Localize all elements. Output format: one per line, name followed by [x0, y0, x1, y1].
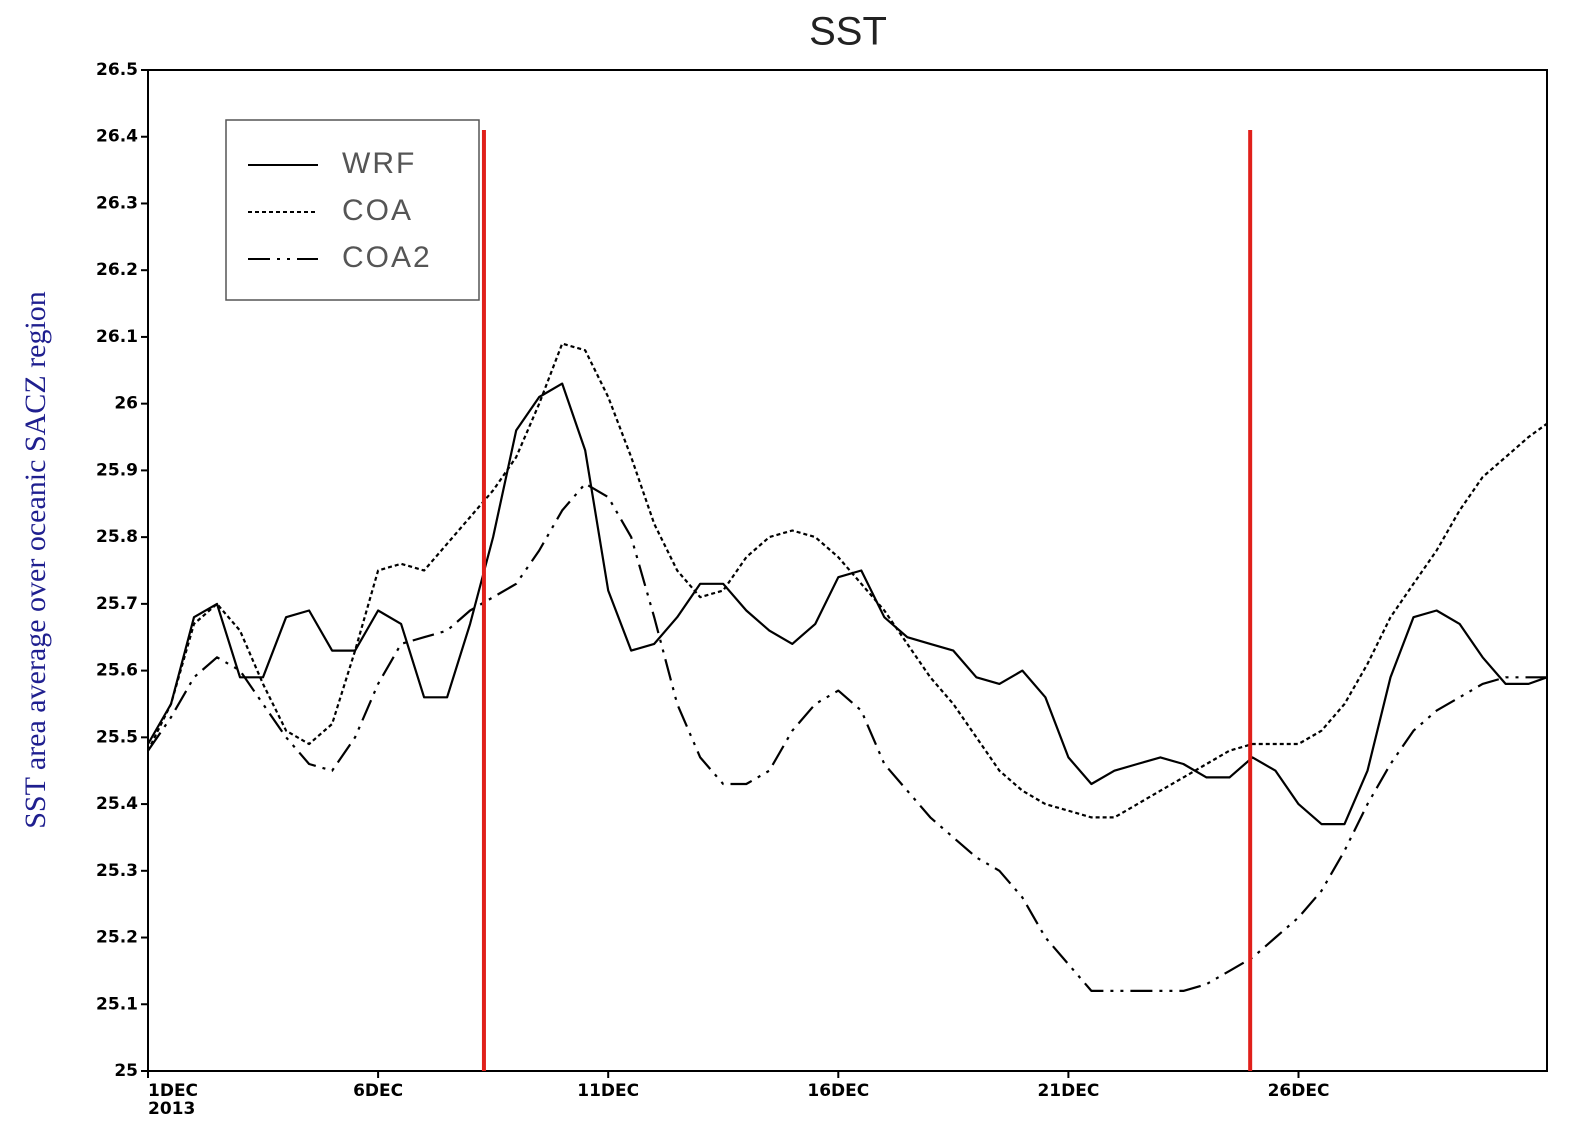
y-tick-label: 25.2	[96, 928, 138, 948]
y-tick-label: 25.4	[96, 794, 138, 814]
legend-label: COA	[342, 194, 413, 227]
y-tick-label: 26.5	[96, 60, 138, 80]
legend-label: COA2	[342, 241, 432, 274]
y-axis-label: SST area average over oceanic SACZ regio…	[19, 291, 52, 829]
x-tick-label: 6DEC	[353, 1081, 403, 1101]
y-tick-label: 26.4	[96, 127, 138, 147]
y-tick-label: 26	[114, 394, 138, 414]
y-tick-label: 25.7	[96, 594, 138, 614]
y-tick-label: 25.8	[96, 527, 138, 547]
chart-title: SST	[809, 10, 887, 54]
plot-frame	[147, 69, 1548, 1072]
x-tick-label: 21DEC	[1037, 1081, 1099, 1101]
series-line	[147, 382, 1548, 826]
y-tick-label: 25.5	[96, 727, 138, 747]
y-tick-label: 25.6	[96, 661, 138, 681]
legend-label: WRF	[342, 147, 416, 180]
y-tick-label: 25.3	[96, 861, 138, 881]
series-line	[147, 482, 1547, 993]
x-tick-label: 16DEC	[807, 1081, 869, 1101]
x-tick-label: 11DEC	[577, 1081, 639, 1101]
legend-box	[225, 119, 480, 301]
y-tick-label: 26.1	[96, 327, 138, 347]
y-tick-label: 25	[114, 1061, 138, 1081]
y-tick-label: 26.3	[96, 193, 138, 213]
x-tick-label: 26DEC	[1268, 1081, 1330, 1101]
x-tick-label: 1DEC	[148, 1081, 198, 1101]
x-year-label: 2013	[148, 1099, 195, 1119]
series-line	[147, 342, 1548, 819]
y-tick-label: 26.2	[96, 260, 138, 280]
y-tick-label: 25.1	[96, 994, 138, 1014]
y-tick-label: 25.9	[96, 460, 138, 480]
